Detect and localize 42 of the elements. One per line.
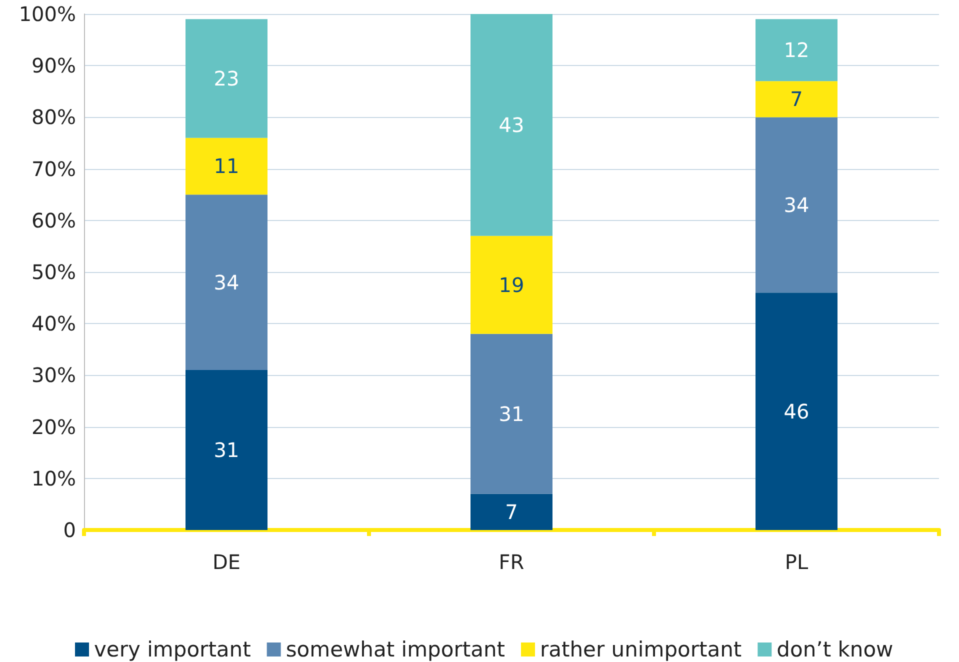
data-label: 7: [505, 500, 518, 524]
data-label: 31: [498, 402, 524, 426]
y-tick-label: 40%: [32, 312, 76, 336]
data-label: 11: [214, 154, 240, 178]
x-tick-label: FR: [498, 550, 524, 574]
y-tick-label: 60%: [32, 208, 76, 232]
y-tick-label: 90%: [32, 54, 76, 78]
y-tick-label: 10%: [32, 466, 76, 490]
data-label: 43: [498, 112, 524, 137]
bar: [186, 370, 268, 530]
data-label: 7: [790, 87, 803, 112]
data-label: 23: [214, 66, 240, 90]
y-tick-label: 100%: [18, 2, 76, 26]
y-tick-label: 70%: [32, 156, 76, 181]
y-tick-label: 0: [63, 518, 76, 542]
bar: [470, 14, 552, 236]
bar: [470, 494, 552, 530]
bar: [470, 236, 552, 334]
x-tick-label: PL: [784, 550, 809, 574]
y-tick-label: 30%: [32, 363, 76, 388]
bar: [186, 194, 268, 370]
data-label: 31: [214, 438, 240, 462]
y-tick-label: 20%: [32, 414, 76, 439]
legend-label: somewhat important: [286, 638, 506, 662]
y-tick-label: 80%: [32, 105, 76, 130]
data-label: 12: [784, 38, 810, 62]
x-tick-label: DE: [212, 550, 241, 574]
bar: [186, 138, 268, 195]
legend-label: rather unimportant: [540, 638, 742, 662]
data-label: 19: [498, 272, 524, 297]
legend-label: don’t know: [776, 638, 894, 662]
legend-label: very important: [94, 638, 251, 662]
data-label: 46: [784, 399, 810, 424]
bar: [756, 19, 838, 82]
y-tick-label: 50%: [32, 260, 76, 284]
bar: [756, 117, 838, 293]
bar: [186, 19, 268, 138]
bar: [756, 81, 838, 118]
data-label: 34: [214, 270, 240, 294]
bar: [756, 292, 838, 530]
data-label: 34: [784, 192, 810, 217]
bar: [470, 334, 552, 494]
